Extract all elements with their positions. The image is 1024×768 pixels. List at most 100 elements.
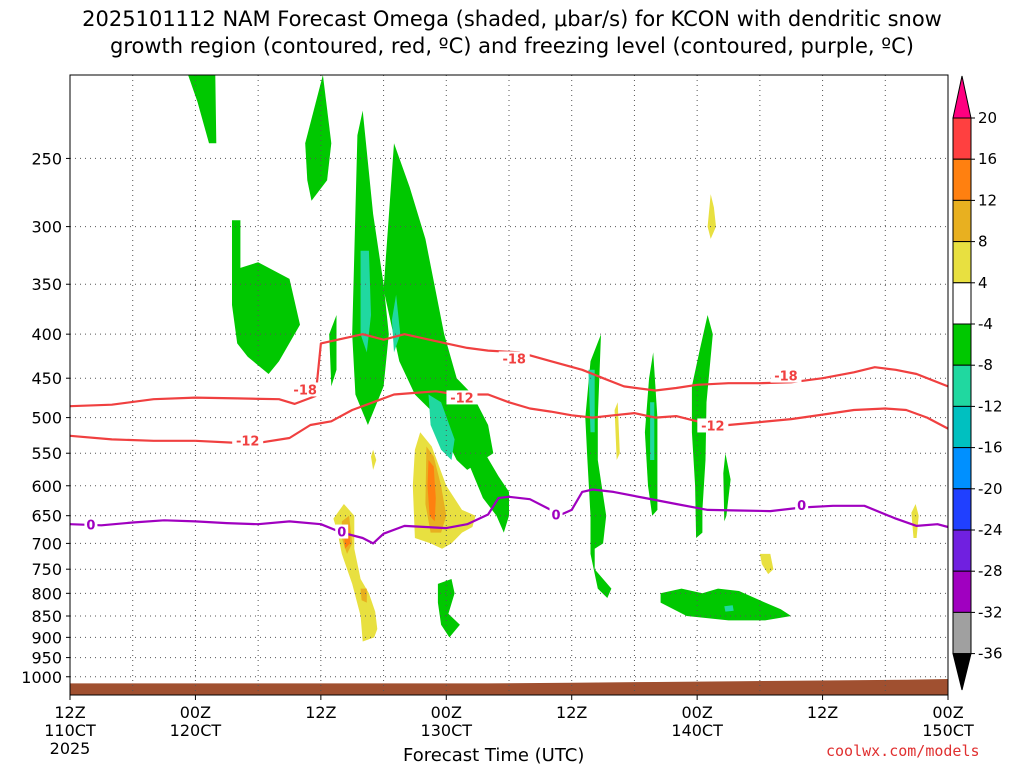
contour-label-bg-2-1 <box>335 524 349 539</box>
colorbar-label-5: -4 <box>978 315 993 333</box>
omega-region-29 <box>759 553 774 575</box>
chart-title: 2025101112 NAM Forecast Omega (shaded, μ… <box>0 6 1024 60</box>
omega-region-1 <box>232 220 300 374</box>
y-axis-ticks: 250 300 350 400 450 500 550 600 650 700 750 800 850 9… <box>21 149 70 687</box>
y-tick-label-600: 600 <box>31 477 62 496</box>
omega-region-9 <box>428 394 455 460</box>
x-tick-label-1-0: 00Z <box>180 703 211 722</box>
contour-label-bg-1-0 <box>232 433 264 448</box>
colorbar-bin-11 <box>952 529 972 572</box>
contour-line-1 <box>69 390 949 444</box>
omega-region-30 <box>911 504 919 538</box>
x-tick-label-6-0: 12Z <box>807 703 838 722</box>
colorbar-cap-top <box>952 75 972 119</box>
colorbar-bin-13 <box>952 611 972 655</box>
terrain-ground <box>70 679 948 695</box>
omega-region-16 <box>723 453 731 522</box>
contour-label-bg-2-3 <box>795 497 809 512</box>
omega-region-26 <box>371 449 377 470</box>
omega-region-6 <box>467 449 509 533</box>
y-tick-label-500: 500 <box>31 409 62 428</box>
colorbar-bin-4 <box>952 241 972 284</box>
colorbar-label-1: 16 <box>978 150 997 168</box>
chart-title-line2: growth region (contoured, red, ºC) and f… <box>110 34 914 58</box>
terrain-fill <box>70 679 948 695</box>
contour-label-1-0: -12 <box>236 434 260 449</box>
y-tick-label-450: 450 <box>31 369 62 388</box>
y-tick-label-650: 650 <box>31 507 62 526</box>
x-tick-label-0-1: 110CT <box>44 721 96 740</box>
colorbar-bin-2 <box>952 158 972 201</box>
y-tick-label-850: 850 <box>31 607 62 626</box>
colorbar-bin-12 <box>952 570 972 613</box>
y-tick-label-300: 300 <box>31 218 62 237</box>
contour-line-2 <box>69 488 949 545</box>
omega-region-27 <box>614 402 620 460</box>
y-tick-label-750: 750 <box>31 560 62 579</box>
colorbar-label-12: -32 <box>978 603 1003 621</box>
colorbar-label-7: -12 <box>978 397 1003 415</box>
colorbar-label-10: -24 <box>978 521 1003 539</box>
omega-region-10 <box>437 579 460 638</box>
omega-region-4 <box>352 110 389 425</box>
y-tick-label-1000: 1000 <box>21 668 62 687</box>
site-credit: coolwx.com/models <box>826 742 980 760</box>
x-tick-label-7-1: 150CT <box>922 721 974 740</box>
grid-lines <box>70 75 948 695</box>
x-tick-label-5-0: 00Z <box>681 703 712 722</box>
temperature-contours: -18 -18 -18 -12 -12 -12 0 0 0 0 <box>69 333 949 545</box>
omega-shaded-regions <box>188 75 919 642</box>
chart-title-line1: 2025101112 NAM Forecast Omega (shaded, μ… <box>82 7 942 31</box>
contour-label-1-2: -12 <box>701 419 725 434</box>
contour-label-bg-2-0 <box>84 517 98 532</box>
colorbar-bin-9 <box>952 447 972 490</box>
colorbar-bin-3 <box>952 199 972 243</box>
contour-label-bg-0-2 <box>770 368 802 383</box>
contour-label-2-0: 0 <box>86 518 95 533</box>
omega-region-14 <box>650 402 655 460</box>
omega-region-17 <box>660 588 792 621</box>
contour-label-bg-0-1 <box>498 351 530 366</box>
x-tick-label-0-0: 12Z <box>54 703 85 722</box>
contour-label-0-0: -18 <box>293 383 317 398</box>
x-tick-label-3-1: 130CT <box>421 721 473 740</box>
x-tick-label-1-1: 120CT <box>170 721 222 740</box>
colorbar-label-8: -16 <box>978 439 1003 457</box>
y-tick-label-550: 550 <box>31 444 62 463</box>
omega-region-3 <box>329 315 337 387</box>
colorbar-label-11: -28 <box>978 562 1003 580</box>
colorbar-bin-5 <box>952 282 972 325</box>
omega-region-5 <box>383 143 494 470</box>
omega-region-22 <box>360 588 367 603</box>
y-tick-label-950: 950 <box>31 649 62 668</box>
contour-label-bg-1-2 <box>697 418 729 433</box>
omega-region-28 <box>707 194 716 239</box>
contour-label-2-2: 0 <box>552 509 561 524</box>
colorbar-cap-bottom <box>952 653 972 691</box>
colorbar-bin-8 <box>952 405 972 449</box>
contour-label-0-2: -18 <box>774 370 798 385</box>
contour-label-bg-1-1 <box>446 390 478 405</box>
colorbar-bin-1 <box>952 117 972 160</box>
contour-label-2-3: 0 <box>797 499 806 514</box>
colorbar-bin-10 <box>952 488 972 531</box>
omega-region-18 <box>724 605 734 612</box>
x-axis-label: Forecast Time (UTC) <box>403 745 585 766</box>
colorbar-label-3: 8 <box>978 233 988 251</box>
omega-region-0 <box>188 75 217 144</box>
x-tick-label-7-0: 00Z <box>932 703 963 722</box>
colorbar-bin-6 <box>952 323 972 366</box>
y-tick-label-900: 900 <box>31 628 62 647</box>
x-tick-label-4-0: 12Z <box>556 703 587 722</box>
colorbar-label-4: 4 <box>978 274 988 292</box>
y-tick-label-350: 350 <box>31 275 62 294</box>
x-tick-label-0-2: 2025 <box>50 739 91 758</box>
colorbar-bin-7 <box>952 364 972 407</box>
colorbar-label-2: 12 <box>978 191 997 209</box>
y-tick-label-700: 700 <box>31 534 62 553</box>
x-tick-label-5-1: 140CT <box>671 721 723 740</box>
omega-region-25 <box>427 460 436 522</box>
contour-label-2-1: 0 <box>337 526 346 541</box>
plot-frame <box>69 74 949 696</box>
